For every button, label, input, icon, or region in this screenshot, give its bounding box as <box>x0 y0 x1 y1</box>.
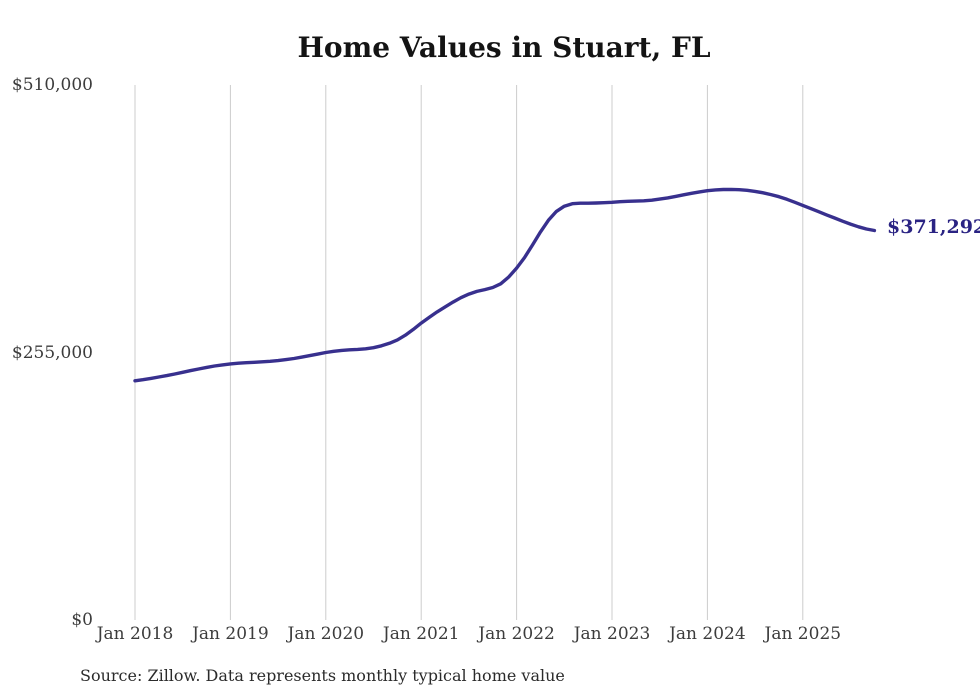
end-value-label: $371,292 <box>887 216 980 238</box>
x-tick-label: Jan 2021 <box>382 624 460 644</box>
chart-title: Home Values in Stuart, FL <box>297 31 711 64</box>
x-tick-label: Jan 2022 <box>478 624 555 644</box>
x-tick-label: Jan 2018 <box>96 624 174 644</box>
home-value-line <box>133 187 877 383</box>
x-tick-label: Jan 2025 <box>764 624 842 644</box>
y-tick-label: $0 <box>71 610 93 630</box>
x-tick-label: Jan 2023 <box>573 624 651 644</box>
y-tick-label: $255,000 <box>11 342 93 363</box>
y-tick-label: $510,000 <box>11 75 93 95</box>
x-tick-label: Jan 2024 <box>669 624 746 644</box>
source-note: Source: Zillow. Data represents monthly … <box>80 666 565 685</box>
x-tick-label: Jan 2019 <box>192 624 269 644</box>
x-tick-label: Jan 2020 <box>287 624 365 644</box>
